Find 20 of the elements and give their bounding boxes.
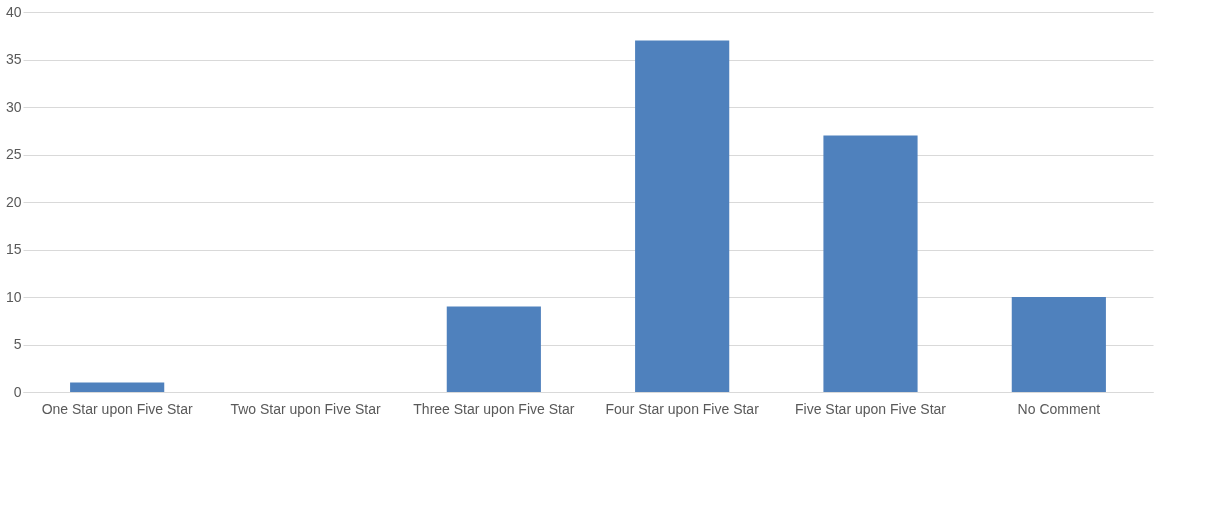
bar bbox=[70, 382, 165, 392]
x-tick-label: Three Star upon Five Star bbox=[413, 400, 575, 417]
y-tick-label: 10 bbox=[5, 288, 22, 305]
y-tick-label: 30 bbox=[5, 98, 22, 115]
y-tick-label: 20 bbox=[5, 193, 22, 210]
bar bbox=[823, 135, 918, 392]
y-tick-label: 40 bbox=[5, 3, 22, 20]
x-tick-label: Five Star upon Five Star bbox=[795, 400, 947, 417]
bar bbox=[1011, 297, 1106, 392]
y-tick-label: 15 bbox=[5, 241, 22, 257]
y-tick-label: 25 bbox=[5, 146, 22, 162]
bar bbox=[635, 40, 730, 392]
y-tick-label: 5 bbox=[13, 336, 22, 352]
x-tick-label: Four Star upon Five Star bbox=[605, 400, 760, 417]
x-tick-label: One Star upon Five Star bbox=[41, 400, 193, 417]
y-tick-label: 35 bbox=[5, 51, 22, 67]
y-tick-label: 0 bbox=[13, 383, 22, 400]
x-tick-label: No Comment bbox=[1017, 400, 1101, 417]
x-tick-label: Two Star upon Five Star bbox=[230, 400, 381, 417]
bar bbox=[446, 306, 541, 392]
